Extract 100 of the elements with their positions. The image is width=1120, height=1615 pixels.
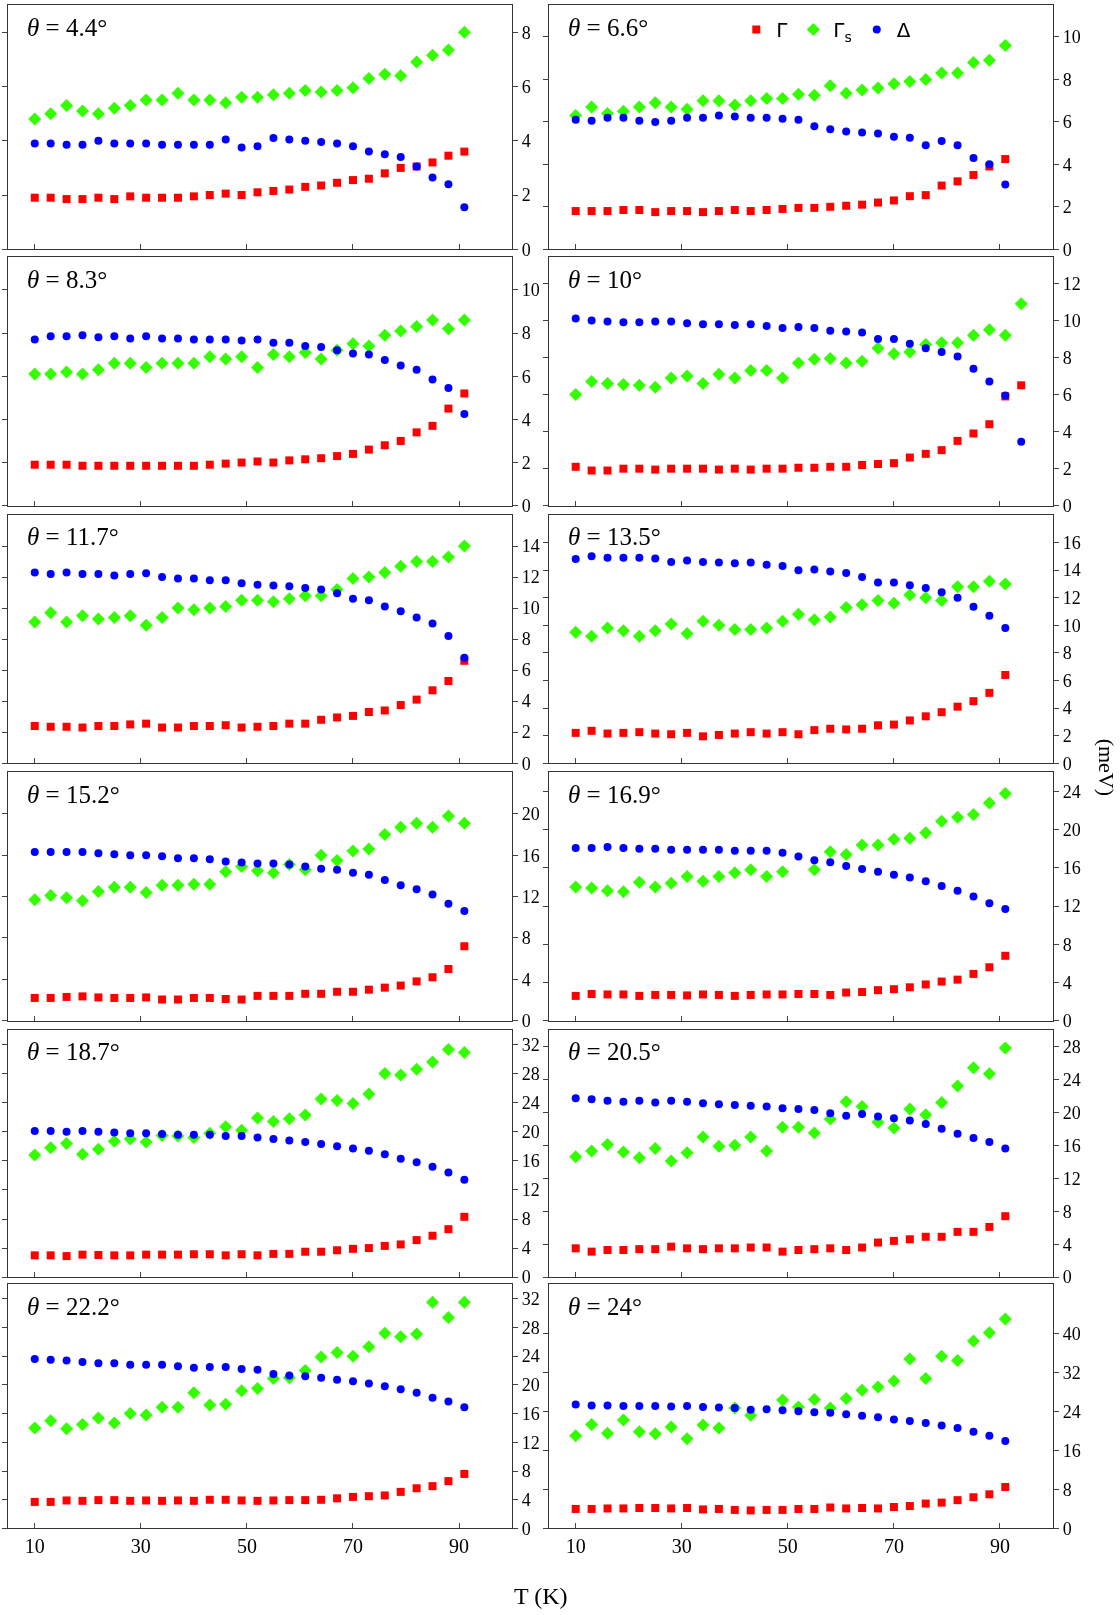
y-tick-label: 6 (1062, 112, 1072, 133)
y-tick-label: 4 (1062, 972, 1072, 993)
y-tick-label: 12 (521, 567, 540, 588)
y-tick-label: 8 (1062, 934, 1072, 955)
y-tick-label: 12 (1062, 896, 1081, 917)
x-tick-label: 10 (24, 1535, 45, 1558)
y-tick-label: 4 (521, 969, 531, 990)
y-tick-label: 16 (521, 1403, 540, 1424)
chart-title: θ = 13.5° (568, 523, 661, 550)
y-tick-label: 4 (521, 131, 531, 152)
chart-title: θ = 20.5° (568, 1038, 661, 1065)
chart-title: θ = 4.4° (27, 14, 108, 41)
chart-title: θ = 24° (568, 1293, 642, 1320)
chart-title: θ = 8.3° (27, 266, 108, 293)
y-tick-label: 2 (521, 185, 531, 206)
y-tick-label: 32 (521, 1034, 540, 1055)
y-tick-label: 28 (521, 1317, 540, 1338)
y-tick-label: 0 (1062, 239, 1072, 260)
y-tick-label: 16 (1062, 1135, 1081, 1156)
y-tick-label: 10 (1062, 27, 1081, 48)
y-tick-label: 40 (1062, 1323, 1081, 1344)
y-tick-label: 16 (1062, 858, 1081, 879)
y-tick-label: 8 (1062, 69, 1072, 90)
y-tick-label: 8 (1062, 1201, 1072, 1222)
y-tick-label: 28 (521, 1063, 540, 1084)
y-tick-label: 0 (521, 1518, 531, 1539)
x-tick-label: 50 (777, 1535, 798, 1558)
x-tick-label: 30 (671, 1535, 692, 1558)
y-tick-label: 6 (1062, 384, 1072, 405)
y-tick-label: 10 (521, 598, 540, 619)
x-tick-label: 70 (883, 1535, 904, 1558)
y-tick-label: 16 (521, 845, 540, 866)
y-tick-label: 10 (1062, 615, 1081, 636)
y-tick-label: 20 (1062, 820, 1081, 841)
y-tick-label: 8 (521, 323, 531, 344)
y-tick-label: 0 (1062, 753, 1072, 774)
y-tick-label: 2 (521, 452, 531, 473)
y-tick-label: 4 (1062, 1234, 1072, 1255)
x-tick-label: 50 (236, 1535, 257, 1558)
y-tick-label: 28 (1062, 1036, 1081, 1057)
y-tick-label: 4 (1062, 698, 1072, 719)
y-tick-label: 12 (1062, 1168, 1081, 1189)
y-tick-label: 8 (521, 629, 531, 650)
y-tick-label: 6 (521, 660, 531, 681)
y-tick-label: 10 (521, 280, 540, 301)
y-tick-label: 0 (521, 496, 531, 517)
y-tick-label: 12 (521, 886, 540, 907)
chart-title: θ = 18.7° (27, 1038, 120, 1065)
y-tick-label: 0 (521, 239, 531, 260)
y-tick-label: 32 (521, 1289, 540, 1310)
y-tick-label: 12 (521, 1432, 540, 1453)
y-tick-label: 2 (1062, 458, 1072, 479)
legend-label: Δ (896, 18, 911, 43)
y-tick-label: 12 (521, 1180, 540, 1201)
y-tick-label: 12 (1062, 273, 1081, 294)
y-tick-label: 14 (1062, 560, 1081, 581)
y-tick-label: 4 (521, 1490, 531, 1511)
y-tick-label: 12 (1062, 588, 1081, 609)
y-tick-label: 2 (1062, 725, 1072, 746)
y-tick-label: 0 (521, 1267, 531, 1288)
y-tick-label: 24 (1062, 781, 1081, 802)
y-tick-label: 4 (1062, 154, 1072, 175)
y-tick-label: 20 (521, 1122, 540, 1143)
x-tick-label: 10 (565, 1535, 586, 1558)
x-tick-label: 30 (130, 1535, 151, 1558)
y-tick-label: 8 (1062, 347, 1072, 368)
y-tick-label: 4 (1062, 421, 1072, 442)
y-tick-label: 16 (521, 1151, 540, 1172)
y-tick-label: 20 (521, 804, 540, 825)
x-axis-title: T (K) (514, 1583, 568, 1609)
y-tick-label: 24 (521, 1092, 540, 1113)
y-tick-label: 6 (521, 76, 531, 97)
y-tick-label: 0 (521, 1011, 531, 1031)
y-tick-label: 10 (1062, 310, 1081, 331)
x-tick-label: 90 (449, 1535, 470, 1558)
chart-title: θ = 15.2° (27, 781, 120, 808)
y-tick-label: 8 (1062, 643, 1072, 664)
x-tick-label: 70 (342, 1535, 363, 1558)
chart-title: θ = 22.2° (27, 1293, 120, 1320)
y-tick-label: 0 (1062, 1011, 1072, 1031)
y-tick-label: 2 (521, 722, 531, 743)
y-tick-label: 8 (521, 1461, 531, 1482)
y-axis-title: (meV) (1094, 738, 1120, 797)
y-tick-label: 24 (1062, 1401, 1081, 1422)
y-tick-label: 8 (521, 22, 531, 43)
y-tick-label: 0 (521, 753, 531, 774)
y-tick-label: 24 (521, 1346, 540, 1367)
chart-title: θ = 11.7° (27, 523, 119, 550)
y-tick-label: 20 (521, 1375, 540, 1396)
y-tick-label: 6 (1062, 670, 1072, 691)
y-tick-label: 4 (521, 1238, 531, 1259)
y-tick-label: 0 (1062, 1518, 1072, 1539)
y-tick-label: 16 (1062, 532, 1081, 553)
y-tick-label: 20 (1062, 1102, 1081, 1123)
y-tick-label: 6 (521, 366, 531, 387)
y-tick-label: 4 (521, 691, 531, 712)
y-tick-label: 14 (521, 536, 540, 557)
legend-label: Γ$_{s}$ (833, 18, 852, 45)
y-tick-label: 8 (521, 1209, 531, 1230)
y-tick-label: 2 (1062, 197, 1072, 218)
